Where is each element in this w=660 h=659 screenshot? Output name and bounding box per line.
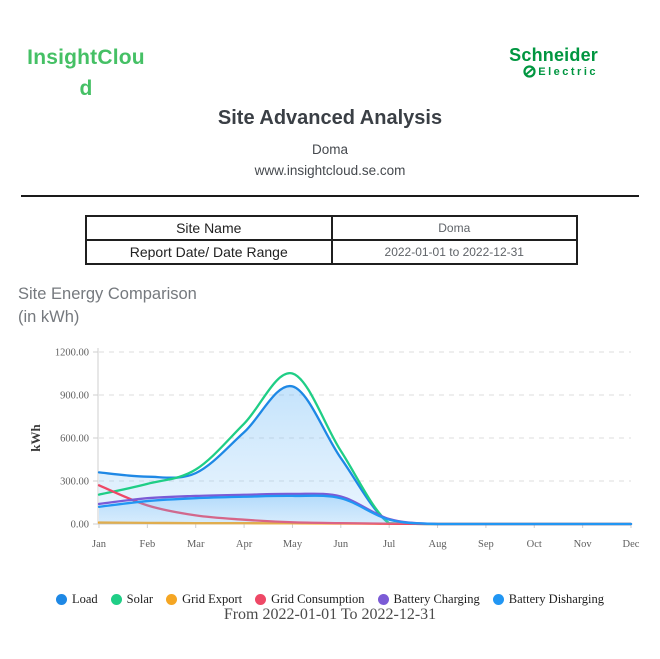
- x-tick-label: Dec: [623, 539, 640, 550]
- energy-comparison-chart: 0.00 300.00 600.00 900.00 1200.00 Jan Feb Mar Ap…: [0, 340, 660, 560]
- x-tick-label: Mar: [187, 539, 205, 550]
- legend-item-battery-charging: Battery Charging: [377, 592, 480, 607]
- insightcloud-logo-line2: d: [79, 77, 93, 100]
- legend-label: Load: [71, 592, 98, 606]
- y-tick-label: 600.00: [60, 434, 89, 445]
- x-tick-label: Jun: [334, 539, 349, 550]
- y-axis-title: kWh: [28, 424, 43, 452]
- chart-section-title: Site Energy Comparison (in kWh): [18, 283, 197, 329]
- y-tick-label: 300.00: [60, 477, 89, 488]
- x-tick-label: Jul: [383, 539, 395, 550]
- y-tick-label: 900.00: [60, 391, 89, 402]
- insightcloud-logo: InsightClou d: [22, 42, 150, 104]
- legend-label: Solar: [126, 592, 154, 606]
- series-area-load: [99, 386, 631, 524]
- site-url: www.insightcloud.se.com: [254, 163, 406, 178]
- legend-label: Battery Charging: [393, 592, 480, 606]
- chart-section-title-line2: (in kWh): [18, 308, 80, 326]
- y-tick-label: 1200.00: [55, 348, 89, 359]
- schneider-electric-logo: Schneider Electric: [509, 46, 598, 78]
- legend-dot-icon: [255, 594, 267, 605]
- legend-label: Battery Disharging: [508, 592, 605, 606]
- legend-dot-icon: [55, 594, 67, 605]
- legend-dot-icon: [110, 594, 122, 605]
- legend-item-solar: Solar: [110, 592, 154, 607]
- table-row: Site Name Doma: [85, 215, 578, 241]
- site-name-value: Doma: [330, 215, 578, 241]
- x-tick-label: Oct: [527, 539, 542, 550]
- site-name-label: Site Name: [85, 215, 333, 241]
- legend-dot-icon: [166, 594, 178, 605]
- legend-dot-icon: [492, 594, 504, 605]
- x-tick-label: Nov: [574, 539, 593, 550]
- legend-item-grid-consumption: Grid Consumption: [255, 592, 365, 607]
- x-tick-label: May: [283, 539, 303, 550]
- chart-section-title-line1: Site Energy Comparison: [18, 285, 197, 303]
- legend-item-load: Load: [55, 592, 98, 607]
- legend-item-battery-disharging: Battery Disharging: [492, 592, 605, 607]
- legend-dot-icon: [377, 594, 389, 605]
- site-info-table: Site Name Doma Report Date/ Date Range 2…: [85, 215, 578, 265]
- page-title: Site Advanced Analysis: [217, 107, 443, 129]
- schneider-electric-mark-icon: [523, 65, 536, 78]
- legend-label: Grid Consumption: [271, 592, 365, 606]
- x-tick-label: Apr: [236, 539, 253, 550]
- report-date-value: 2022-01-01 to 2022-12-31: [330, 239, 578, 265]
- legend-label: Grid Export: [182, 592, 243, 606]
- x-tick-label: Feb: [139, 539, 155, 550]
- legend-item-grid-export: Grid Export: [166, 592, 242, 607]
- energy-chart-canvas: 0.00 300.00 600.00 900.00 1200.00 Jan Feb Mar Ap…: [28, 348, 640, 551]
- chart-legend: Load Solar Grid Export Grid Consumption Batt…: [0, 592, 660, 607]
- x-tick-label: Aug: [428, 539, 447, 550]
- report-date-range-footer: From 2022-01-01 To 2022-12-31: [223, 606, 437, 623]
- insightcloud-logo-line1: InsightClou: [27, 46, 145, 69]
- site-name-subtitle: Doma: [311, 142, 348, 157]
- y-tick-label: 0.00: [71, 520, 89, 531]
- schneider-brand-sub: Electric: [538, 65, 598, 78]
- x-tick-label: Sep: [478, 539, 494, 550]
- schneider-brand-name: Schneider: [509, 45, 598, 65]
- report-date-label: Report Date/ Date Range: [85, 239, 333, 265]
- series-line-battery-disharging: [97, 494, 633, 526]
- x-tick-label: Jan: [92, 539, 107, 550]
- table-row: Report Date/ Date Range 2022-01-01 to 20…: [85, 239, 578, 265]
- header-divider: [21, 195, 639, 197]
